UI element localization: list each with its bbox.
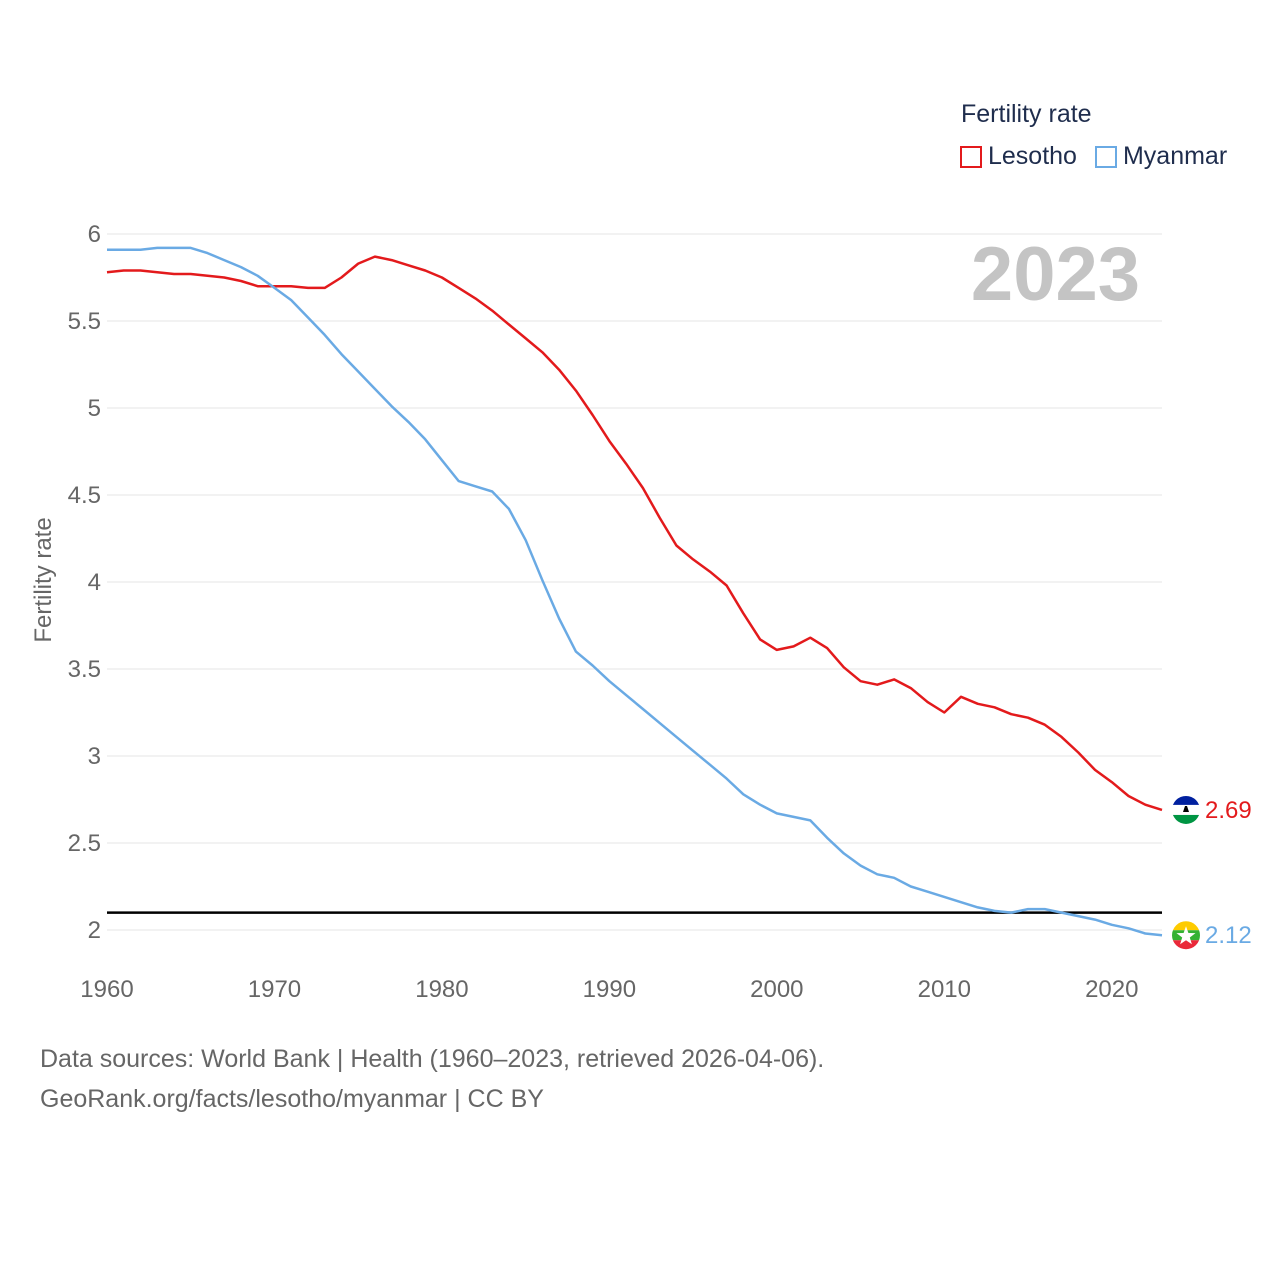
x-tick-label: 1980 — [415, 976, 468, 1003]
legend-title: Fertility rate — [961, 100, 1092, 128]
myanmar-swatch-icon — [1094, 145, 1117, 168]
y-tick-label: 4 — [88, 569, 101, 596]
y-tick-label: 6 — [88, 221, 101, 248]
lesotho-flag-icon — [1172, 795, 1200, 824]
y-tick-label: 4.5 — [68, 482, 101, 509]
end-labels: 2.69 2.12 — [1205, 797, 1252, 949]
series-group — [106, 246, 1163, 937]
legend-item-myanmar[interactable]: Myanmar — [1094, 142, 1228, 171]
legend-label-myanmar: Myanmar — [1122, 142, 1228, 170]
y-axis-label: Fertility rate — [30, 517, 57, 642]
y-tick-label: 5.5 — [68, 308, 101, 335]
footer-link[interactable]: GeoRank.org/facts/lesotho/myanmar | CC B… — [40, 1085, 544, 1113]
y-tick-label: 3.5 — [68, 656, 101, 683]
x-tick-label: 2000 — [750, 976, 803, 1003]
series-line-myanmar[interactable] — [107, 246, 1163, 937]
y-tick-label: 5 — [88, 395, 101, 422]
series-line-lesotho[interactable] — [106, 255, 1163, 812]
x-tick-label: 1960 — [80, 976, 133, 1003]
year-label: 2023 — [971, 232, 1140, 317]
footer-sources: Data sources: World Bank | Health (1960–… — [40, 1045, 825, 1073]
x-axis-ticks: 1960 1970 1980 1990 2000 2010 2020 — [80, 976, 1138, 1003]
lesotho-swatch-icon — [960, 145, 982, 168]
x-tick-label: 1970 — [248, 976, 301, 1003]
legend-label-lesotho: Lesotho — [988, 142, 1077, 170]
x-tick-label: 2020 — [1085, 976, 1138, 1003]
myanmar-flag-icon — [1172, 921, 1200, 950]
y-tick-label: 2.5 — [68, 830, 101, 857]
x-tick-label: 1990 — [583, 976, 636, 1003]
end-label-lesotho: 2.69 — [1205, 797, 1252, 824]
y-tick-label: 3 — [88, 743, 101, 770]
end-label-myanmar: 2.12 — [1205, 922, 1252, 949]
legend: Lesotho Myanmar — [960, 142, 1245, 171]
y-axis-ticks: 2 2.5 3 3.5 4 4.5 5 5.5 6 — [68, 221, 101, 944]
x-tick-label: 2010 — [918, 976, 971, 1003]
y-tick-label: 2 — [88, 917, 101, 944]
grid-lines — [107, 233, 1162, 931]
legend-item-lesotho[interactable]: Lesotho — [960, 142, 1077, 171]
